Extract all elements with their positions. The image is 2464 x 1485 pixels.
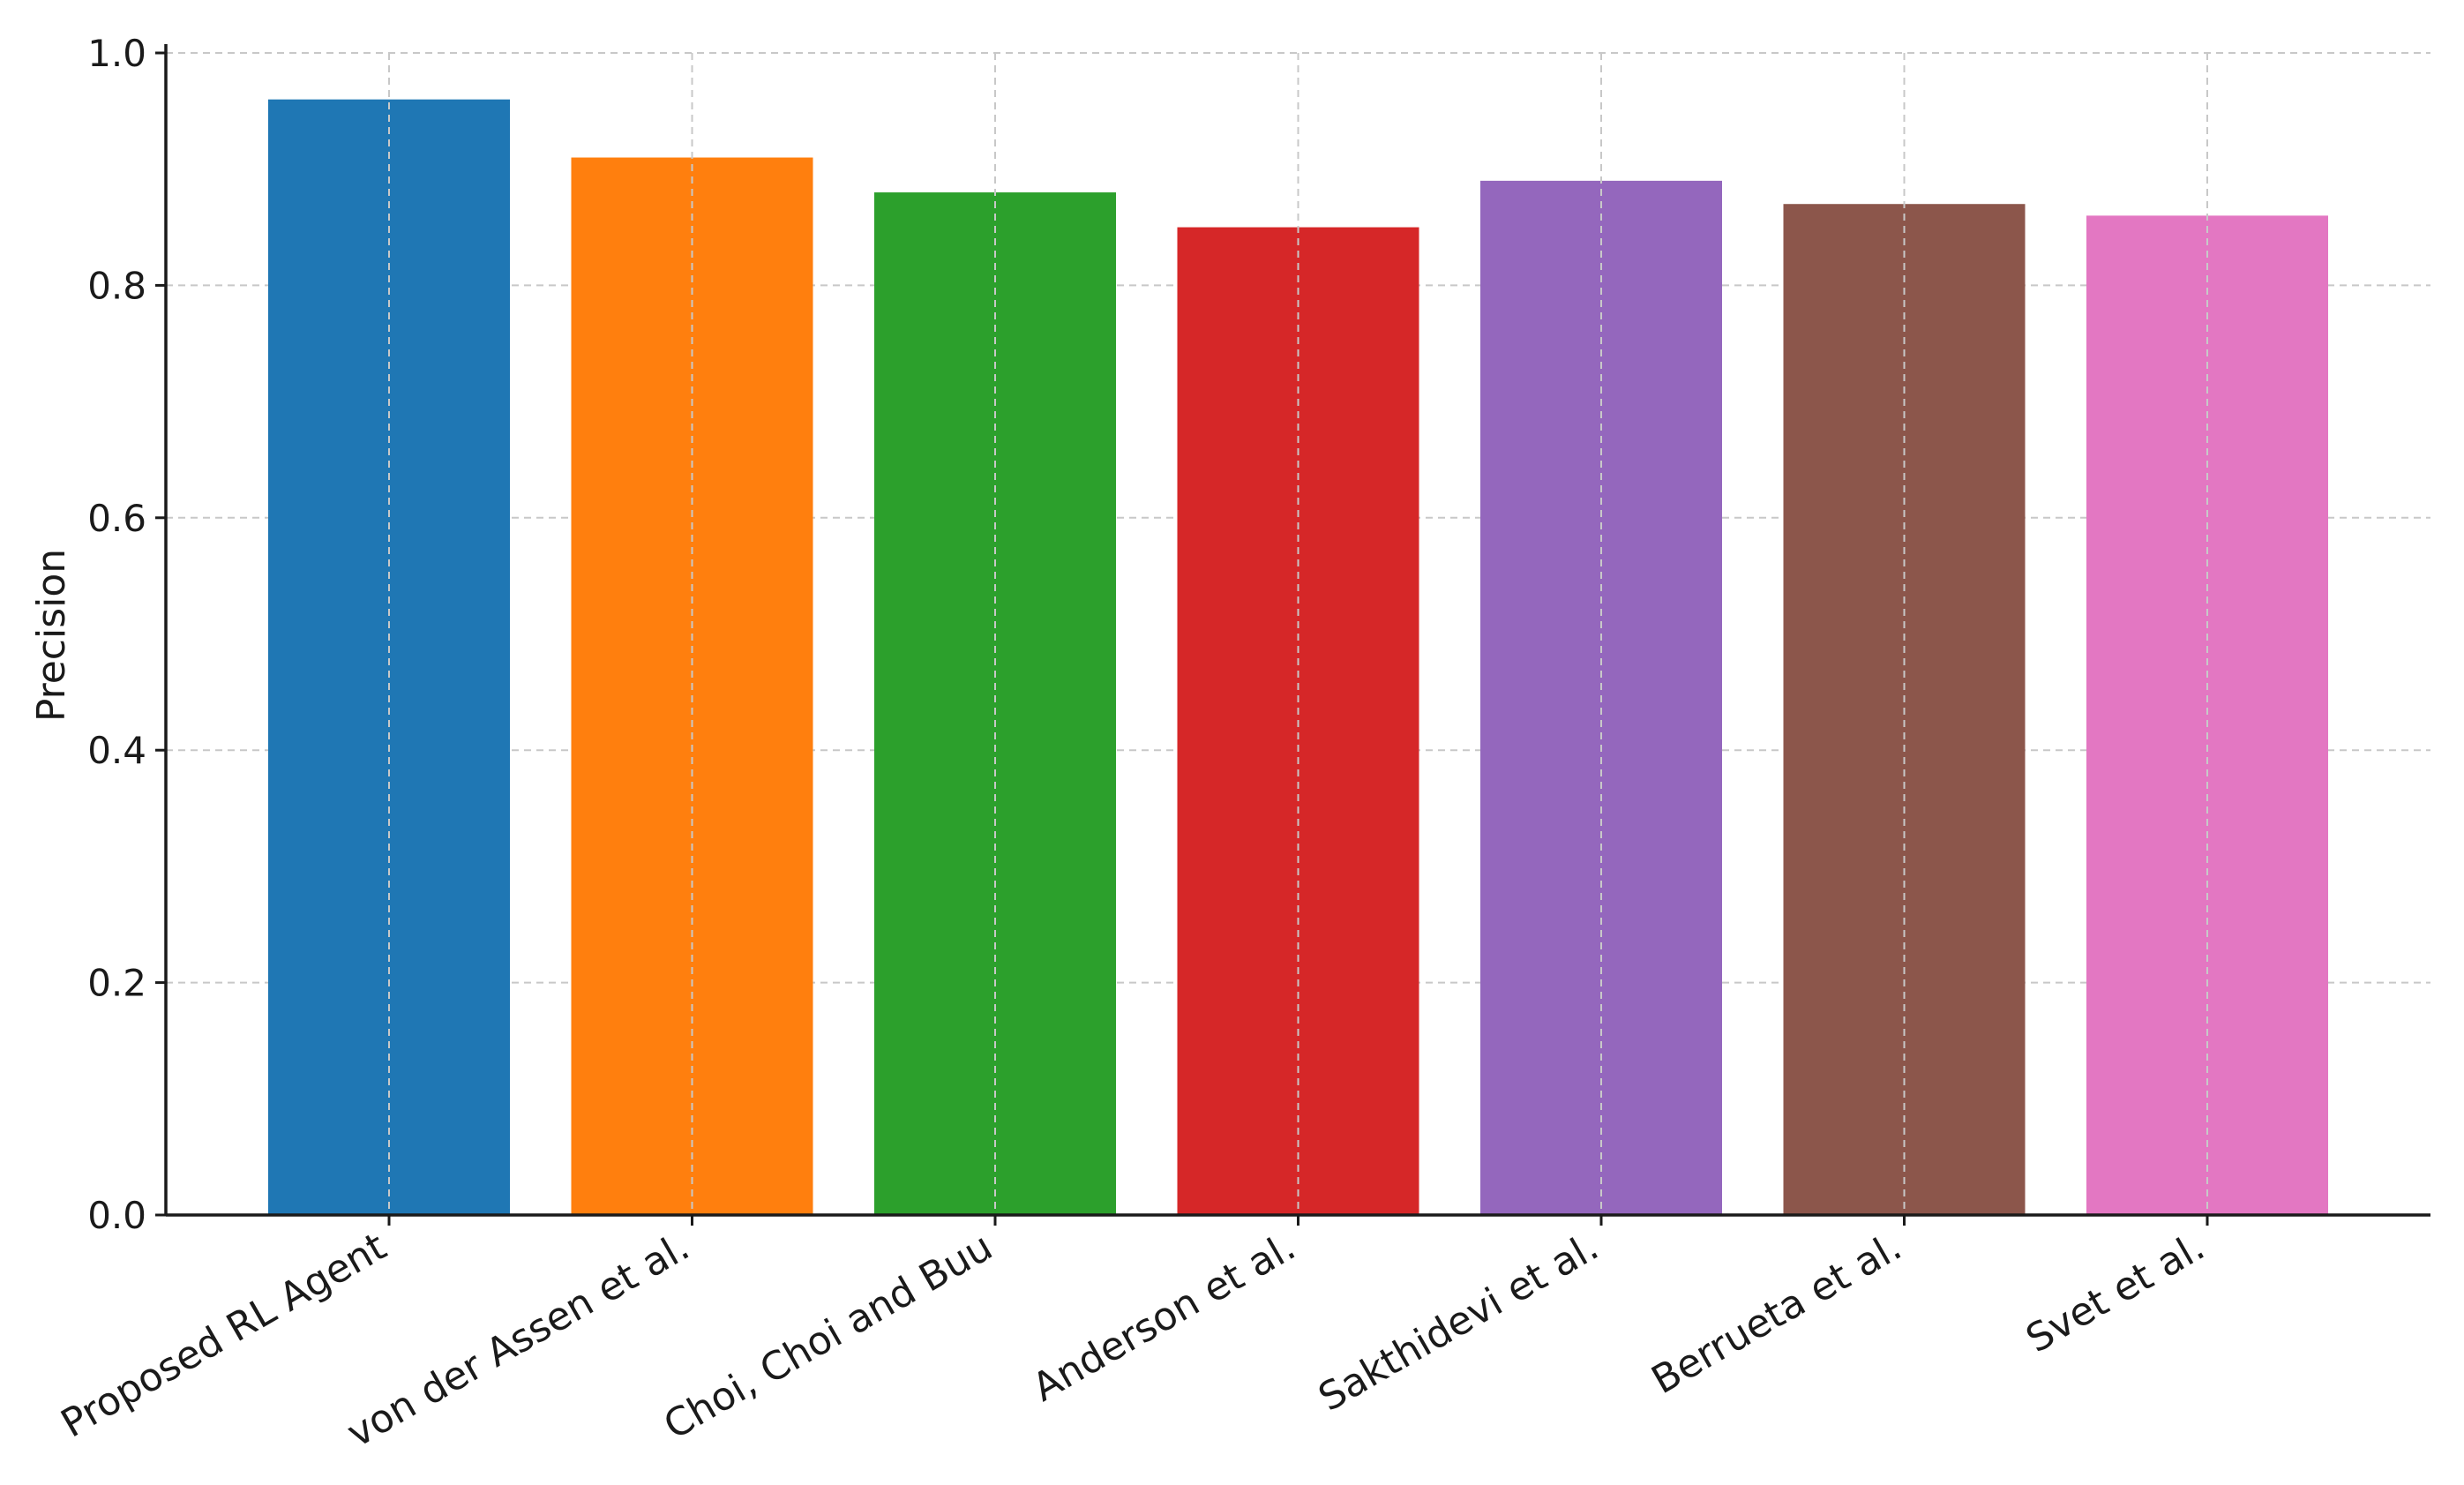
y-tick-label: 0.4	[87, 729, 146, 772]
x-tick-label: Sakthidevi et al.	[1311, 1224, 1606, 1420]
x-tick-label: Berrueta et al.	[1644, 1224, 1909, 1403]
y-tick-label: 0.8	[87, 264, 146, 307]
y-tick-label: 0.6	[87, 497, 146, 540]
x-tick-label: Svet et al.	[2018, 1224, 2212, 1361]
y-axis-title: Precision	[29, 549, 74, 722]
x-tick-label: von der Assen et al.	[340, 1224, 697, 1456]
vertical-grid-layer	[388, 53, 2208, 1215]
x-tick-label: Proposed RL Agent	[54, 1224, 394, 1446]
bar	[874, 192, 1116, 1215]
x-tick-label: Choi, Choi and Buu	[656, 1224, 1000, 1448]
bar	[2086, 215, 2328, 1215]
y-tick-label: 0.0	[87, 1194, 146, 1237]
y-tick-label: 0.2	[87, 962, 146, 1005]
axes-layer	[155, 44, 2430, 1226]
y-tick-label: 1.0	[87, 32, 146, 75]
x-tick-label: Anderson et al.	[1025, 1224, 1303, 1410]
